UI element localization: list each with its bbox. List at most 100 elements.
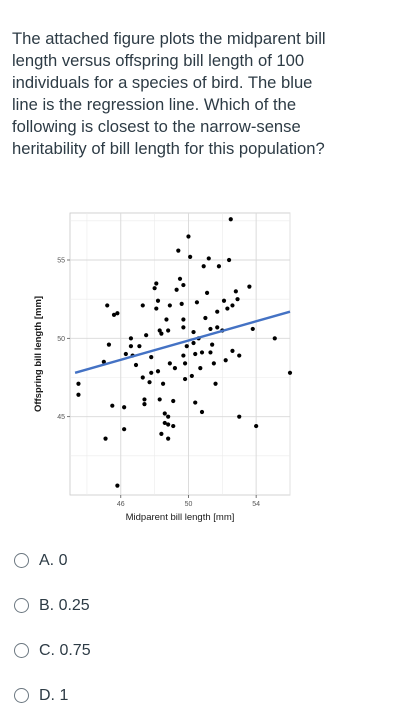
data-point	[182, 361, 188, 366]
y-tick-label: 55	[57, 258, 65, 265]
data-point	[147, 380, 152, 385]
scatter-plot-figure: 46 50 54 45 50 55 Offspring bill length [mm] Mi…	[28, 205, 298, 535]
x-tick-label: 54	[252, 501, 260, 508]
data-point	[171, 423, 176, 429]
data-point	[181, 353, 186, 358]
data-point	[105, 303, 110, 308]
data-point	[166, 328, 171, 333]
data-point	[149, 370, 154, 375]
data-point	[233, 289, 238, 294]
data-point	[182, 376, 188, 382]
data-point	[166, 414, 171, 419]
data-point	[155, 369, 161, 374]
data-point	[167, 361, 172, 366]
data-point	[157, 397, 162, 402]
option-a[interactable]: A. 0	[14, 538, 394, 583]
data-point	[140, 303, 145, 308]
data-point	[110, 403, 115, 408]
option-b[interactable]: B. 0.25	[14, 583, 394, 628]
data-point	[215, 325, 220, 330]
data-point	[208, 350, 213, 355]
data-point	[226, 257, 232, 263]
data-point	[215, 309, 220, 314]
data-point	[228, 217, 233, 222]
data-point	[189, 373, 194, 379]
data-point	[160, 381, 166, 386]
data-point	[162, 420, 167, 426]
data-point	[140, 375, 145, 380]
data-point	[204, 290, 210, 295]
radio-button[interactable]	[14, 643, 29, 658]
option-label: A. 0	[39, 551, 68, 569]
data-point	[210, 342, 215, 347]
y-tick-label: 45	[57, 414, 65, 421]
plot-area	[69, 212, 291, 496]
data-point	[166, 436, 171, 441]
data-point	[193, 400, 198, 405]
data-point	[162, 411, 167, 416]
data-point	[230, 348, 235, 353]
data-point	[208, 326, 213, 332]
data-point	[211, 361, 216, 366]
data-point	[194, 300, 200, 305]
data-point	[166, 422, 171, 427]
data-point	[106, 342, 112, 347]
question-text: The attached figure plots the midparent …	[12, 29, 326, 158]
option-c[interactable]: C. 0.75	[14, 628, 394, 673]
data-point	[199, 409, 205, 415]
data-point	[137, 344, 142, 349]
data-point	[184, 344, 189, 349]
data-point	[157, 328, 162, 333]
data-point	[181, 317, 186, 322]
data-point	[176, 248, 181, 253]
data-point	[186, 234, 191, 239]
data-point	[174, 287, 179, 292]
radio-button[interactable]	[14, 688, 29, 703]
data-point	[272, 336, 277, 341]
option-label: B. 0.25	[39, 596, 90, 614]
data-point	[164, 317, 169, 322]
data-point	[223, 358, 228, 363]
data-point	[128, 344, 134, 349]
data-point	[230, 303, 235, 308]
option-d[interactable]: D. 1	[14, 673, 394, 718]
data-point	[115, 311, 120, 316]
data-point	[199, 350, 205, 355]
data-point	[154, 281, 159, 286]
option-label: D. 1	[39, 686, 69, 704]
data-point	[216, 264, 222, 269]
data-point	[159, 331, 164, 336]
data-point	[254, 423, 259, 429]
radio-button[interactable]	[14, 598, 29, 613]
data-point	[111, 312, 117, 317]
data-point	[188, 254, 193, 259]
radio-button[interactable]	[14, 553, 29, 568]
data-point	[179, 301, 184, 306]
data-point	[201, 264, 206, 269]
x-tick-label: 50	[185, 501, 193, 508]
data-point	[172, 366, 178, 371]
data-point	[142, 397, 147, 402]
data-point	[76, 392, 81, 397]
regression-line	[74, 310, 291, 374]
data-point	[152, 286, 157, 291]
data-point	[191, 340, 196, 346]
data-point	[221, 298, 227, 303]
answer-options: A. 0 B. 0.25 C. 0.75 D. 1	[14, 538, 394, 718]
data-point	[122, 427, 127, 432]
data-point	[101, 359, 106, 364]
data-point	[193, 351, 198, 357]
data-point	[198, 366, 203, 371]
data-point	[191, 329, 196, 335]
option-label: C. 0.75	[39, 641, 91, 659]
data-point	[115, 483, 120, 488]
scatter-plot: 46 50 54 45 50 55 Offspring bill length [mm] Mi…	[33, 212, 293, 523]
data-point	[122, 405, 127, 410]
data-point	[247, 284, 252, 289]
data-point	[237, 414, 242, 419]
data-point	[149, 355, 154, 360]
y-axis-label: Offspring bill length [mm]	[33, 296, 44, 412]
data-point	[225, 306, 230, 311]
data-point	[203, 315, 208, 321]
data-point	[171, 398, 176, 404]
